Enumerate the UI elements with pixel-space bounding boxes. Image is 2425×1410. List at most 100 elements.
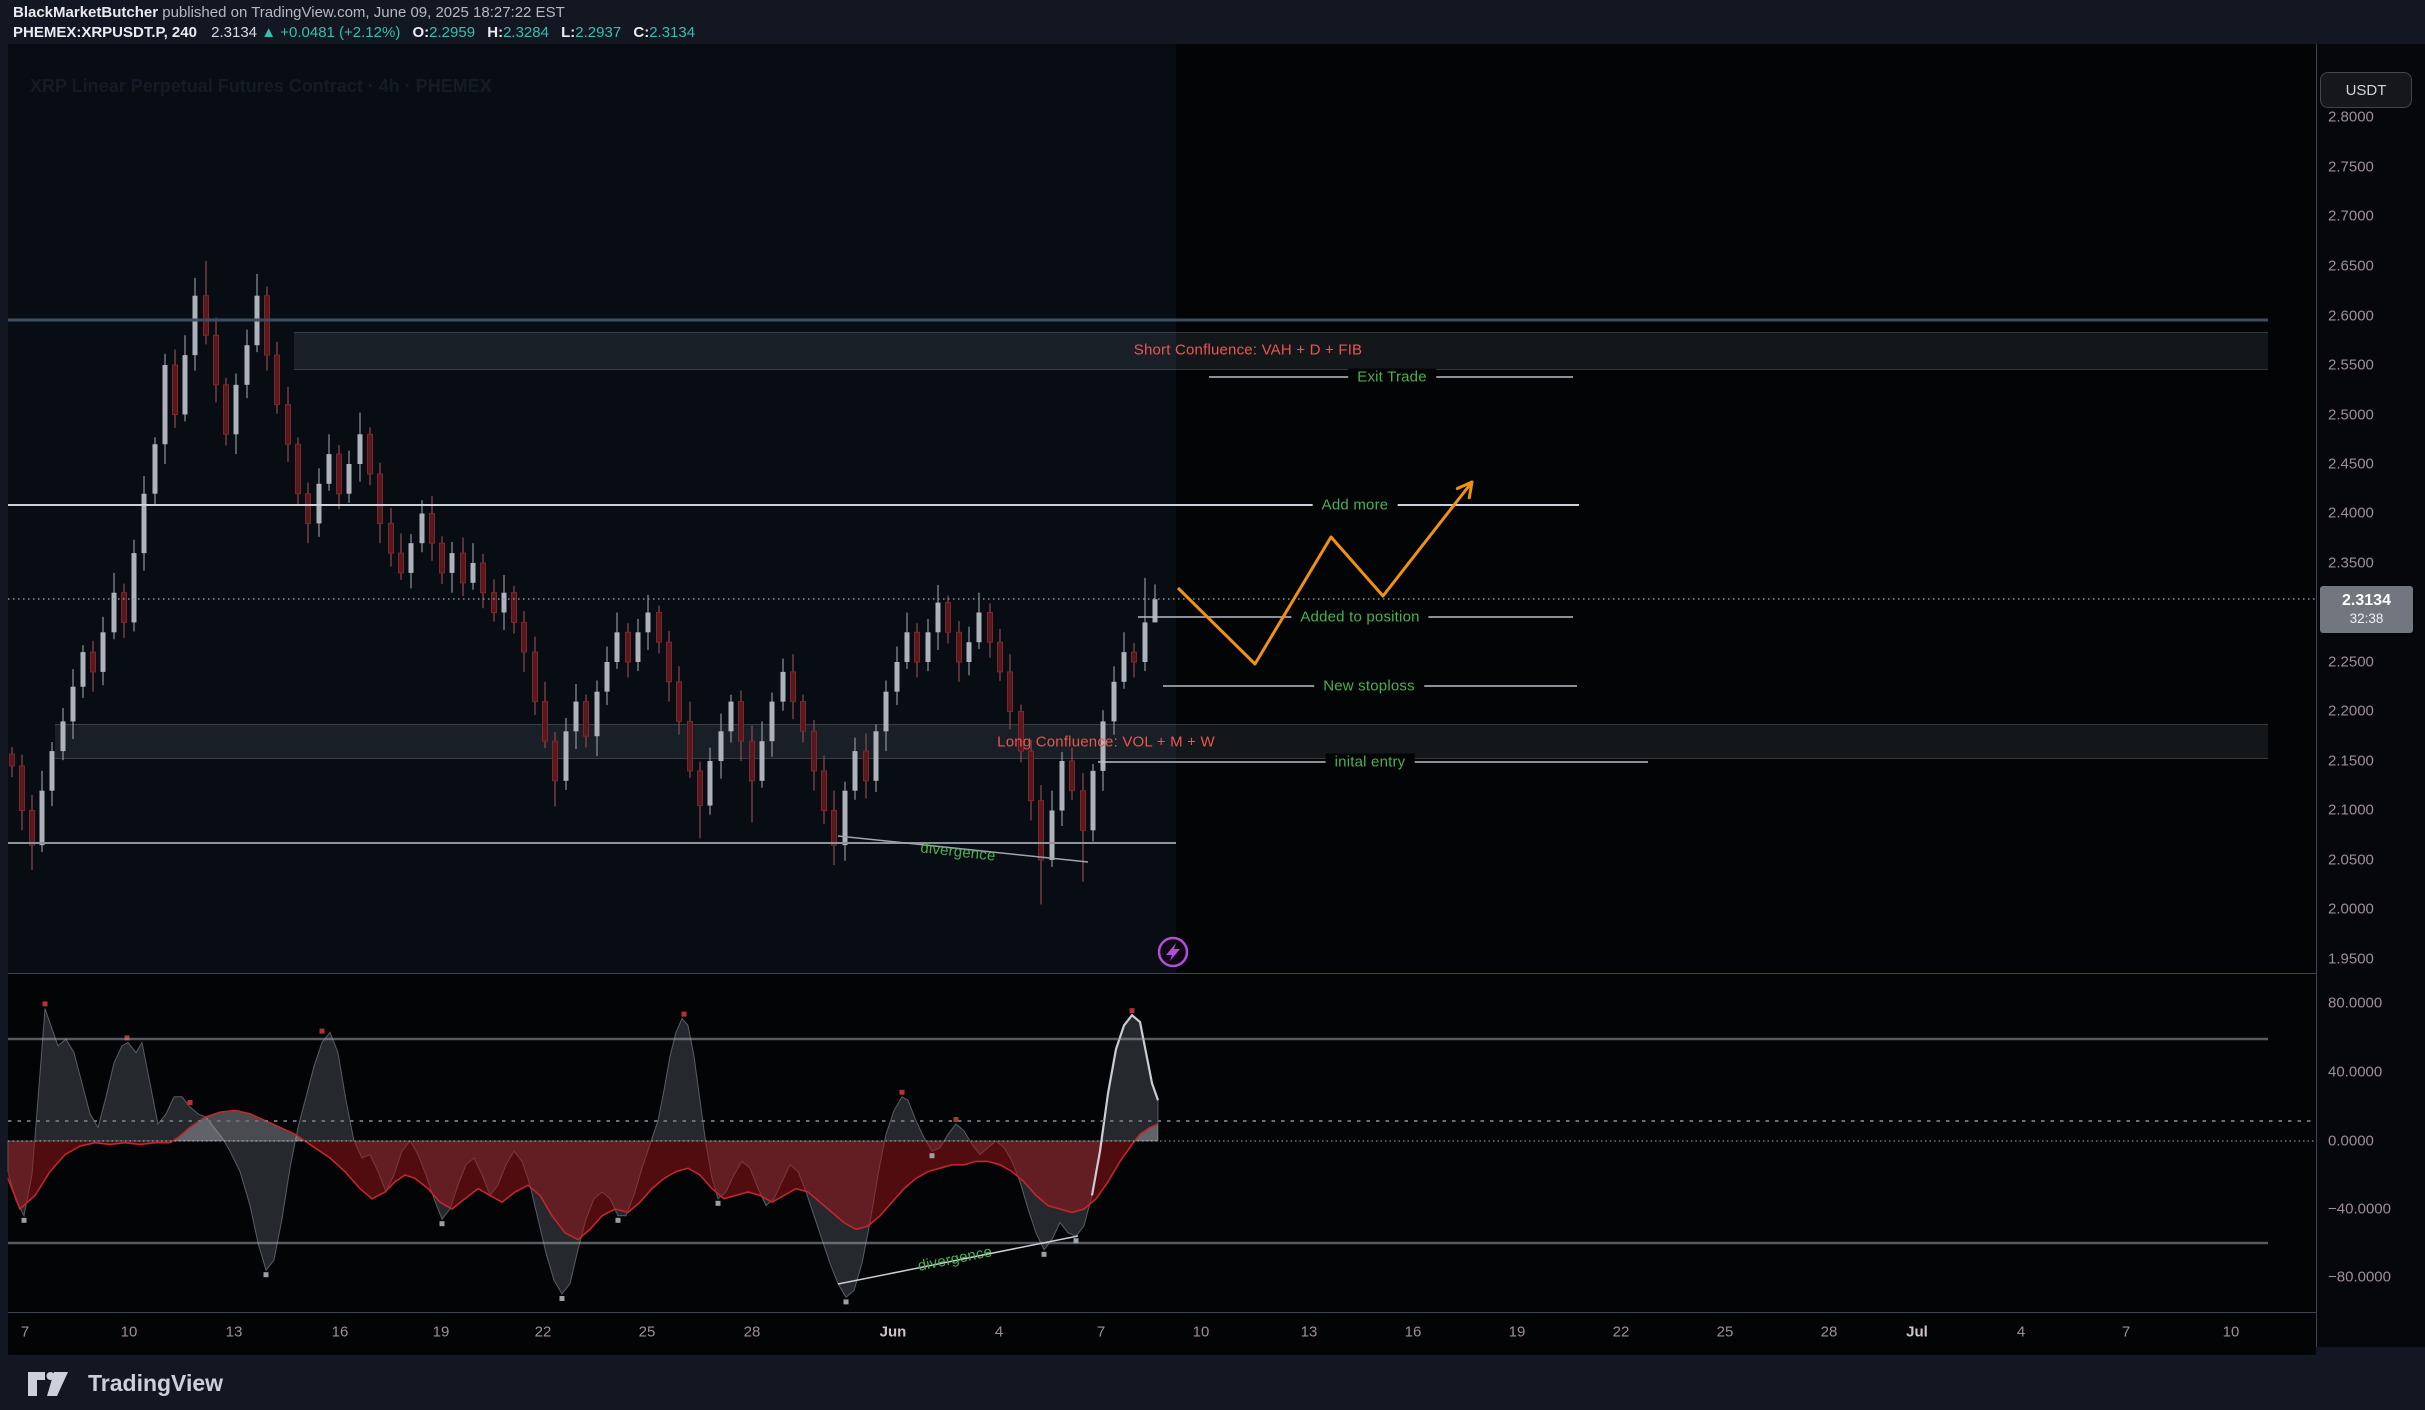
time-axis-month-label: Jun [879, 1323, 907, 1341]
candle-body [491, 592, 497, 614]
open-label: O: [412, 24, 430, 41]
close-value: 2.3134 [649, 24, 696, 41]
candle-body [666, 641, 672, 683]
pane-separator-2[interactable] [8, 1312, 2316, 1313]
long-confluence-band[interactable] [55, 724, 2268, 759]
added-to-position-label[interactable]: Added to position [1291, 608, 1429, 626]
badge-price: 2.3134 [2342, 592, 2391, 610]
oscillator-wt2-area [1134, 1124, 1158, 1141]
low-value: 2.2937 [575, 24, 622, 41]
price-axis-tick: 2.7000 [2328, 207, 2374, 225]
candle-body [244, 345, 250, 385]
long-confluence-label[interactable]: Long Confluence: VOL + M + W [997, 733, 1215, 751]
candle-body [233, 384, 239, 435]
price-axis-tick: 2.5000 [2328, 406, 2374, 424]
currency-unit-button[interactable]: USDT [2320, 72, 2412, 108]
short-confluence-band[interactable] [294, 332, 2268, 370]
price-axis-tick: 2.5500 [2328, 356, 2374, 374]
candle-body [594, 691, 600, 737]
lightning-bolt-icon [1166, 943, 1180, 961]
short-confluence-label[interactable]: Short Confluence: VAH + D + FIB [1133, 341, 1363, 359]
candle-body [925, 632, 931, 662]
candle-body [790, 671, 796, 703]
oscillator-peak-dot [953, 1117, 959, 1122]
oscillator-peak-dot [42, 1001, 48, 1007]
publish-line: BlackMarketButcher published on TradingV… [13, 4, 565, 21]
last-price: 2.3134 [211, 24, 258, 41]
price-axis-tick: 0.0000 [2328, 1132, 2374, 1150]
candle-body [935, 602, 941, 633]
candle-body [552, 740, 558, 782]
oscillator-wt2-area [172, 1110, 305, 1141]
candle-body [326, 454, 332, 484]
symbol-line: PHEMEX:XRPUSDT.P, 240 2.3134 ▲ +0.0481 (… [13, 24, 695, 41]
price-scale-border [2316, 44, 2317, 1347]
candle-body [811, 730, 817, 772]
exit-trade-label[interactable]: Exit Trade [1348, 368, 1436, 386]
badge-countdown: 32:38 [2349, 611, 2384, 627]
candle-body [80, 652, 86, 687]
candle-body [274, 354, 280, 406]
candle-body [377, 473, 383, 524]
candle-body [883, 691, 889, 732]
time-axis-tick: 16 [331, 1323, 349, 1341]
candle-body [707, 761, 713, 806]
time-axis-tick: 28 [1820, 1323, 1838, 1341]
time-axis-tick: 13 [225, 1323, 243, 1341]
close-label: C: [633, 24, 650, 41]
oscillator-peak-dot [1129, 1008, 1135, 1014]
high-value: 2.3284 [503, 24, 549, 41]
initial-entry-label[interactable]: inital entry [1325, 753, 1415, 771]
candle-body [70, 686, 76, 722]
price-axis-tick: 2.2000 [2328, 702, 2374, 720]
price-axis-tick: 2.6500 [2328, 257, 2374, 275]
time-axis-tick: 10 [2222, 1323, 2240, 1341]
oscillator-trough-dot [843, 1299, 849, 1305]
price-axis-tick: 2.8000 [2328, 108, 2374, 126]
candle-body [501, 592, 507, 613]
high-label: H: [487, 24, 504, 41]
candle-body [625, 631, 631, 663]
tradingview-logo-text[interactable]: TradingView [88, 1370, 224, 1396]
axis-background [2316, 44, 2425, 1347]
candle-body [1038, 800, 1044, 861]
price-axis-tick: 2.2500 [2328, 653, 2374, 671]
candle-body [182, 355, 188, 415]
symbol-title[interactable]: PHEMEX:XRPUSDT.P, 240 [13, 24, 197, 41]
price-axis-tick: 2.6000 [2328, 307, 2374, 325]
candle-body [749, 740, 755, 782]
price-axis-tick: 2.4500 [2328, 455, 2374, 473]
candle-body [769, 701, 775, 742]
candle-body [863, 750, 869, 782]
candle-body [1018, 711, 1024, 752]
candle-body [408, 543, 414, 573]
time-axis-tick: 4 [994, 1323, 1004, 1341]
candle-body [213, 334, 219, 386]
symbol-watermark: XRP Linear Perpetual Futures Contract · … [30, 76, 492, 96]
oscillator-trough-dot [1041, 1251, 1047, 1257]
tradingview-logo-icon[interactable] [28, 1369, 74, 1399]
candle-body [162, 365, 168, 445]
time-axis-tick: 22 [1612, 1323, 1630, 1341]
candle-body [635, 632, 641, 662]
candle-body [904, 632, 910, 662]
time-axis-tick: 13 [1300, 1323, 1318, 1341]
time-axis-tick: 10 [1192, 1323, 1210, 1341]
candle-body [264, 295, 270, 356]
add-more-label[interactable]: Add more [1312, 496, 1398, 514]
candle-body [1100, 721, 1106, 771]
oscillator-wt2-area [8, 1141, 173, 1209]
candle-body [419, 513, 425, 544]
new-stoploss-label[interactable]: New stoploss [1314, 677, 1424, 695]
candle-body [49, 751, 55, 791]
publish-header: BlackMarketButcher published on TradingV… [0, 0, 2425, 44]
time-axis-tick: 19 [432, 1323, 450, 1341]
candle-body [429, 513, 435, 544]
pane-separator-1[interactable] [8, 973, 2316, 974]
candle-body [842, 790, 848, 846]
author-name: BlackMarketButcher [13, 4, 159, 21]
time-axis-tick: 19 [1508, 1323, 1526, 1341]
candle-body [203, 295, 209, 336]
time-axis-tick: 25 [1716, 1323, 1734, 1341]
